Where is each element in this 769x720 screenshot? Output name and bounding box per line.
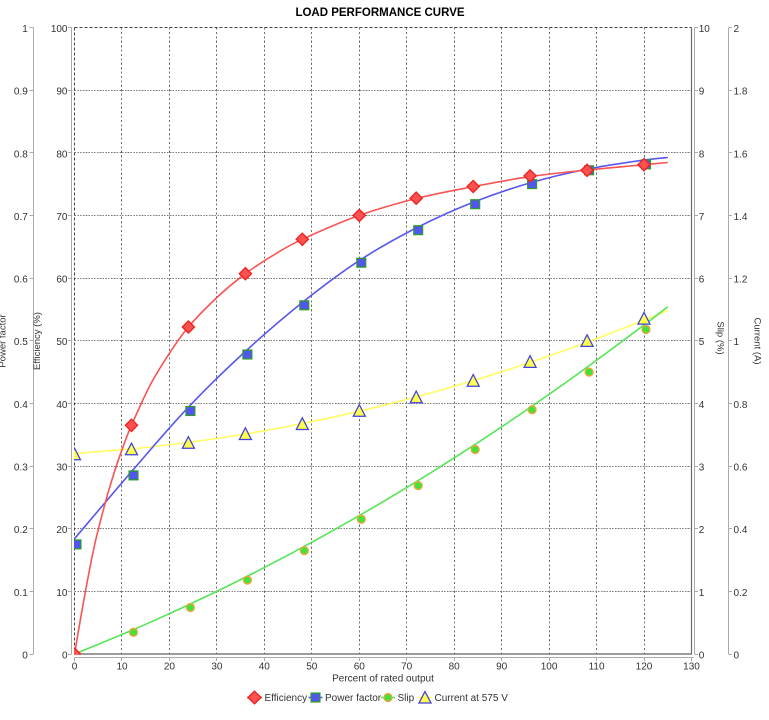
svg-text:0.4: 0.4: [734, 525, 748, 536]
svg-text:0.8: 0.8: [734, 400, 748, 411]
svg-text:0.4: 0.4: [14, 400, 28, 411]
svg-text:Percent of rated output: Percent of rated output: [332, 674, 434, 685]
svg-text:70: 70: [401, 662, 413, 673]
svg-text:1: 1: [734, 337, 740, 348]
svg-text:1: 1: [699, 588, 705, 599]
svg-text:80: 80: [449, 662, 461, 673]
svg-text:Current at 575 V: Current at 575 V: [435, 693, 509, 704]
svg-text:20: 20: [56, 525, 68, 536]
svg-text:10: 10: [116, 662, 128, 673]
svg-text:1.4: 1.4: [734, 212, 748, 223]
svg-text:30: 30: [56, 463, 68, 474]
svg-text:90: 90: [56, 87, 68, 98]
svg-text:50: 50: [56, 337, 68, 348]
svg-text:40: 40: [259, 662, 271, 673]
svg-text:0.9: 0.9: [14, 87, 28, 98]
svg-text:5: 5: [699, 337, 705, 348]
svg-text:Slip: Slip: [398, 693, 415, 704]
svg-text:Efficiency: Efficiency: [265, 693, 308, 704]
svg-text:30: 30: [211, 662, 223, 673]
svg-text:130: 130: [683, 662, 700, 673]
svg-text:40: 40: [56, 400, 68, 411]
svg-text:0.2: 0.2: [14, 525, 28, 536]
svg-text:0.6: 0.6: [14, 275, 28, 286]
svg-text:4: 4: [699, 400, 705, 411]
svg-text:110: 110: [589, 662, 605, 673]
svg-text:10: 10: [56, 588, 68, 599]
svg-text:0.8: 0.8: [14, 149, 28, 160]
svg-text:Current (A): Current (A): [752, 318, 763, 365]
svg-text:7: 7: [699, 212, 705, 223]
svg-text:1: 1: [22, 24, 28, 35]
svg-text:0.5: 0.5: [14, 337, 28, 348]
svg-text:90: 90: [496, 662, 508, 673]
svg-text:3: 3: [699, 463, 705, 474]
svg-text:10: 10: [699, 24, 711, 35]
svg-text:0: 0: [734, 651, 740, 662]
svg-text:0.7: 0.7: [14, 212, 28, 223]
svg-text:80: 80: [56, 149, 68, 160]
svg-text:0.6: 0.6: [734, 463, 748, 474]
svg-text:20: 20: [164, 662, 176, 673]
svg-text:60: 60: [56, 275, 68, 286]
svg-text:100: 100: [541, 662, 558, 673]
svg-text:0: 0: [699, 651, 705, 662]
svg-text:2: 2: [699, 525, 705, 536]
svg-text:Slip (%): Slip (%): [715, 321, 726, 354]
svg-text:60: 60: [354, 662, 366, 673]
svg-text:0: 0: [62, 651, 68, 662]
svg-text:1.6: 1.6: [734, 149, 748, 160]
svg-text:0: 0: [72, 662, 78, 673]
svg-text:Power factor: Power factor: [325, 693, 382, 704]
svg-text:2: 2: [734, 24, 740, 35]
svg-text:0: 0: [22, 651, 28, 662]
svg-text:120: 120: [636, 662, 653, 673]
svg-text:8: 8: [699, 149, 705, 160]
svg-text:70: 70: [56, 212, 68, 223]
svg-text:0.1: 0.1: [14, 588, 28, 599]
svg-text:Power factor: Power factor: [0, 314, 9, 367]
svg-text:9: 9: [699, 87, 705, 98]
svg-text:0.2: 0.2: [734, 588, 748, 599]
svg-text:6: 6: [699, 275, 705, 286]
svg-text:1.8: 1.8: [734, 87, 748, 98]
svg-text:1.2: 1.2: [734, 275, 748, 286]
svg-text:100: 100: [51, 24, 68, 35]
svg-text:0.3: 0.3: [14, 463, 28, 474]
svg-text:50: 50: [306, 662, 318, 673]
svg-text:LOAD PERFORMANCE CURVE: LOAD PERFORMANCE CURVE: [295, 7, 464, 19]
svg-text:Efficiency (%): Efficiency (%): [32, 312, 43, 370]
